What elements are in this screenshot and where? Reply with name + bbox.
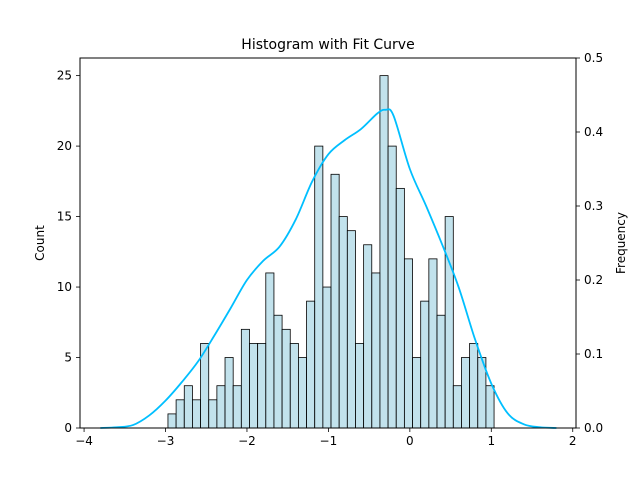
histogram-bar (175, 399, 185, 429)
y-tick-label: 20 (57, 139, 72, 153)
x-tick-label: −1 (320, 434, 338, 448)
x-tick-label: 0 (406, 434, 414, 448)
histogram-bar (167, 413, 177, 429)
histogram-bar (379, 75, 389, 429)
histogram-bar (249, 343, 259, 429)
y2-tick-label: 0.3 (584, 199, 603, 213)
histogram-bar (371, 272, 381, 429)
histogram-bar (314, 145, 324, 429)
x-axis: −4 −3 −2 −1 0 1 2 (75, 428, 577, 448)
histogram-bar (257, 343, 267, 429)
y2-tick-label: 0.1 (584, 347, 603, 361)
histogram-bar (224, 357, 234, 429)
histogram-bar (346, 230, 356, 429)
x-tick-label: −4 (75, 434, 93, 448)
y-tick-label: 10 (57, 280, 72, 294)
histogram-bar (338, 216, 348, 429)
y2-tick-label: 0.2 (584, 273, 603, 287)
bars-layer (167, 75, 495, 429)
y2-tick-label: 0.4 (584, 125, 603, 139)
histogram-bar (355, 343, 365, 429)
x-tick-label: −2 (238, 434, 256, 448)
fit-curve-line (100, 108, 557, 429)
histogram-bar (452, 385, 462, 429)
y2-tick-label: 0.5 (584, 51, 603, 65)
y-axis-left: 0 5 10 15 20 25 (57, 69, 80, 435)
histogram-bar (183, 385, 193, 429)
y-tick-label: 0 (64, 421, 72, 435)
histogram-bar (403, 258, 413, 429)
plot-frame (79, 57, 577, 429)
histogram-bar (469, 343, 479, 429)
y-tick-label: 5 (64, 351, 72, 365)
histogram-bar (330, 173, 340, 429)
histogram-bar (412, 357, 422, 429)
histogram-bar (240, 328, 250, 429)
x-tick-label: 2 (569, 434, 577, 448)
y-axis-label: Count (33, 225, 47, 261)
fit-curve-layer (100, 108, 557, 429)
y2-axis-label: Frequency (614, 212, 628, 274)
histogram-bar (281, 328, 291, 429)
y-axis-right: 0.0 0.1 0.2 0.3 0.4 0.5 (576, 51, 603, 435)
histogram-bar (461, 357, 471, 429)
x-tick-label: 1 (487, 434, 495, 448)
histogram-bar (363, 244, 373, 429)
y2-tick-label: 0.0 (584, 421, 603, 435)
histogram-bar (444, 216, 454, 429)
y-tick-label: 15 (57, 210, 72, 224)
histogram-bar (265, 272, 275, 429)
histogram-bar (420, 300, 430, 429)
y-tick-label: 25 (57, 69, 72, 83)
histogram-bar (192, 399, 201, 429)
histogram-bar (306, 300, 316, 429)
histogram-bar (428, 258, 438, 429)
histogram-bar (232, 385, 242, 429)
histogram-bar (436, 314, 446, 429)
x-tick-label: −3 (157, 434, 175, 448)
histogram-bar (208, 399, 218, 429)
histogram-bar (387, 145, 397, 429)
histogram-bar (297, 357, 307, 429)
chart-title: Histogram with Fit Curve (241, 37, 414, 53)
histogram-bar (322, 286, 332, 429)
histogram-bar (395, 187, 405, 429)
histogram-bar (273, 314, 283, 429)
histogram-bar (485, 385, 495, 429)
histogram-bar (216, 385, 226, 429)
histogram-bar (289, 343, 299, 429)
